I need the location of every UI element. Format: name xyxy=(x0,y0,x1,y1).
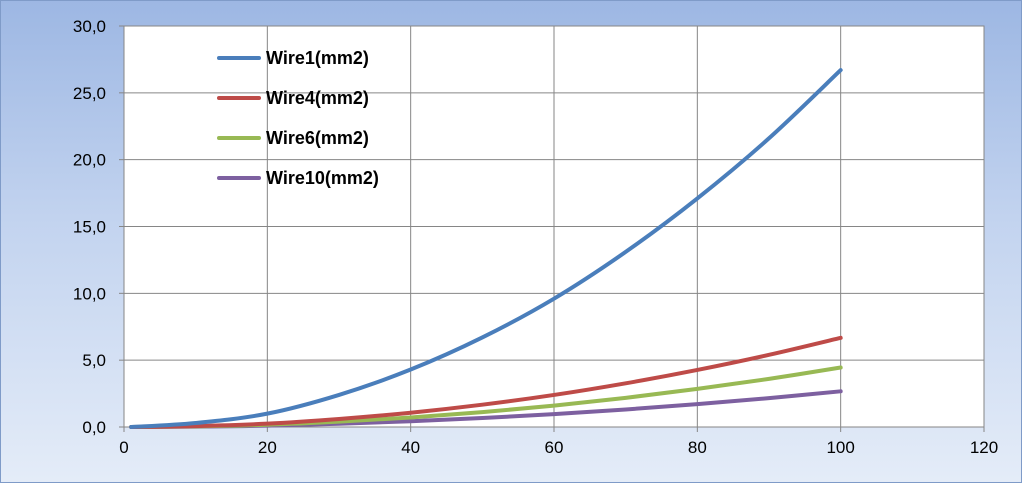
y-tick-label: 15,0 xyxy=(73,218,106,237)
x-tick-label: 100 xyxy=(826,438,854,457)
legend-label-3: Wire6(mm2) xyxy=(266,128,369,148)
legend-label-4: Wire10(mm2) xyxy=(266,168,379,188)
y-tick-label: 30,0 xyxy=(73,17,106,36)
x-tick-label: 20 xyxy=(258,438,277,457)
x-tick-label: 0 xyxy=(119,438,128,457)
y-tick-label: 20,0 xyxy=(73,151,106,170)
x-tick-label: 120 xyxy=(970,438,998,457)
x-tick-label: 40 xyxy=(401,438,420,457)
series-line-1 xyxy=(129,68,843,429)
x-tick-label: 60 xyxy=(545,438,564,457)
legend-label-2: Wire4(mm2) xyxy=(266,88,369,108)
y-tick-label: 10,0 xyxy=(73,284,106,303)
x-tick-label: 80 xyxy=(688,438,707,457)
y-tick-label: 25,0 xyxy=(73,84,106,103)
y-tick-label: 0,0 xyxy=(82,418,106,437)
y-tick-label: 5,0 xyxy=(82,351,106,370)
legend-label-1: Wire1(mm2) xyxy=(266,48,369,68)
series-line-2 xyxy=(129,335,843,429)
